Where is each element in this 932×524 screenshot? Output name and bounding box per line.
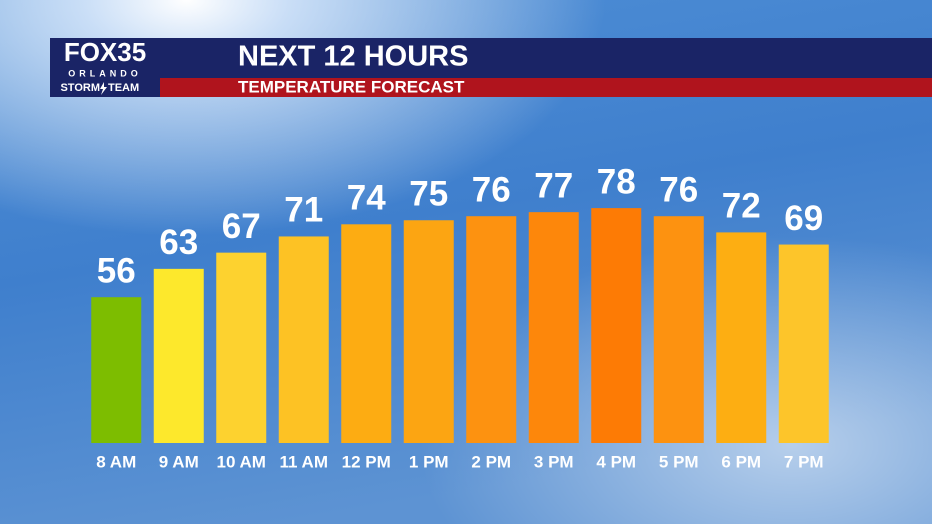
x-tick-label: 9 AM (159, 452, 199, 471)
header-band (50, 38, 932, 78)
value-label: 78 (597, 162, 636, 201)
x-tick-label: 7 PM (784, 452, 824, 471)
brand-name: FOX35 (64, 37, 146, 67)
bar (528, 212, 579, 443)
bar (466, 216, 517, 443)
bolt-icon (100, 82, 107, 95)
subheader-band (50, 78, 932, 97)
value-label: 75 (409, 175, 448, 214)
bar (216, 252, 267, 443)
x-tick-label: 3 PM (534, 452, 574, 471)
value-label: 77 (534, 166, 573, 205)
chart-subtitle: TEMPERATURE FORECAST (238, 77, 465, 96)
x-tick-label: 4 PM (596, 452, 636, 471)
bar (403, 220, 454, 443)
value-label: 56 (97, 251, 136, 290)
x-tick-label: 2 PM (471, 452, 511, 471)
x-tick-label: 12 PM (342, 452, 391, 471)
bar (778, 244, 829, 443)
x-tick-label: 5 PM (659, 452, 699, 471)
x-tick-label: 11 AM (279, 452, 328, 471)
value-label: 71 (284, 191, 323, 230)
bar (653, 216, 704, 443)
value-label: 72 (722, 187, 761, 226)
bar (341, 224, 392, 443)
value-label: 76 (472, 170, 511, 209)
value-label: 76 (659, 170, 698, 209)
x-tick-label: 6 PM (721, 452, 761, 471)
bar (91, 297, 142, 443)
bar (153, 268, 204, 443)
x-tick-label: 1 PM (409, 452, 449, 471)
brand-team-right: TEAM (108, 82, 139, 94)
brand-team-left: STORM (60, 82, 100, 94)
value-label: 69 (784, 199, 823, 238)
value-label: 67 (222, 207, 261, 246)
chart-title: NEXT 12 HOURS (238, 41, 468, 73)
bar (716, 232, 767, 443)
brand-city: ORLANDO (68, 68, 142, 78)
bar (278, 236, 329, 443)
x-tick-label: 10 AM (217, 452, 266, 471)
bar (591, 208, 642, 443)
x-tick-label: 8 AM (96, 452, 136, 471)
value-label: 63 (159, 223, 198, 262)
value-label: 74 (347, 179, 386, 218)
